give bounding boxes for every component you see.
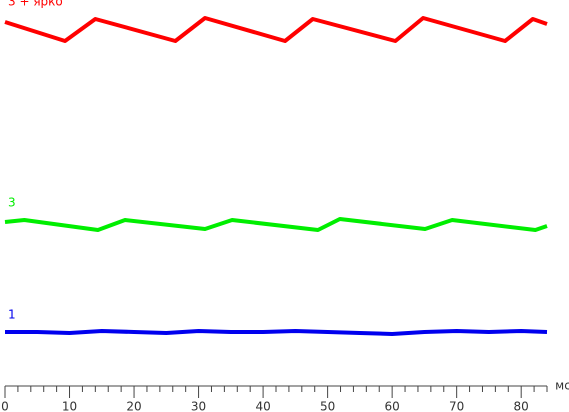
x-tick-label: 70: [449, 400, 464, 412]
x-tick-label: 60: [385, 400, 400, 412]
x-tick-label: 10: [62, 400, 77, 412]
trace: [4, 217, 548, 232]
series-label: 3 + ярко: [8, 0, 63, 9]
trace: [4, 16, 548, 43]
x-tick-label: 80: [514, 400, 529, 412]
x-axis-label: мс: [555, 379, 569, 393]
trace: [5, 329, 548, 336]
x-tick-label: 50: [320, 400, 335, 412]
x-tick-label: 30: [191, 400, 206, 412]
x-tick-label: 40: [255, 400, 270, 412]
x-tick-label: 0: [1, 400, 9, 412]
series-label: 3: [8, 196, 16, 210]
series-label: 1: [8, 308, 16, 322]
x-tick-label: 20: [126, 400, 141, 412]
